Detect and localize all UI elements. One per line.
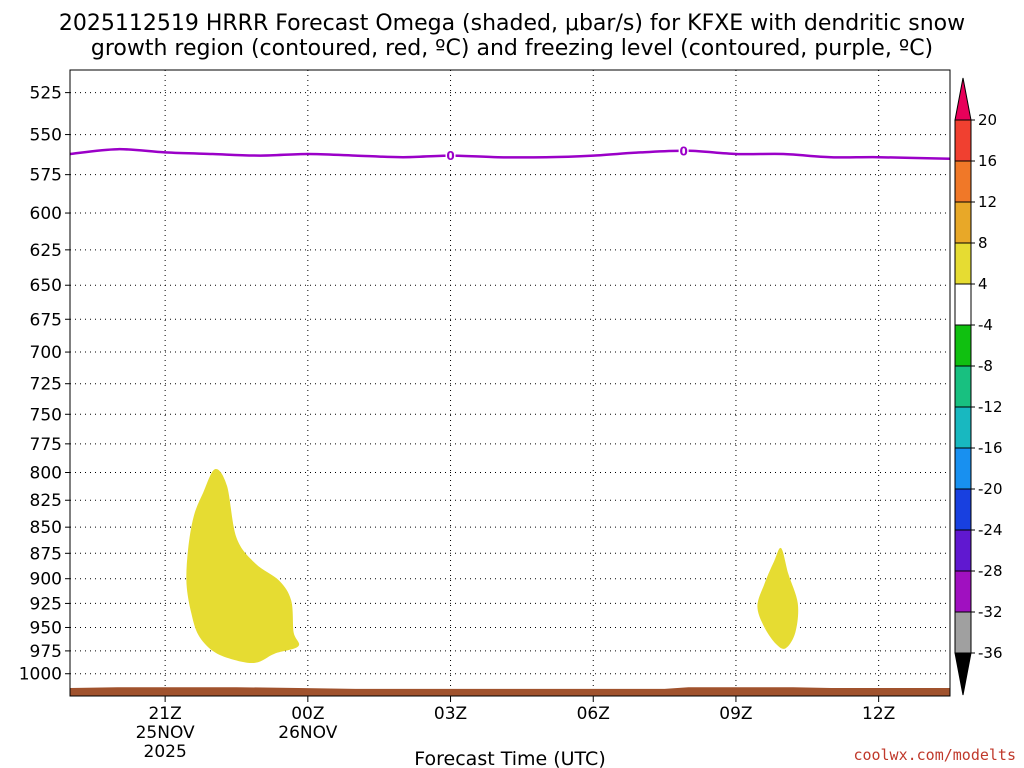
y-tick-label: 625 bbox=[30, 241, 62, 261]
x-tick-label: 25NOV bbox=[136, 723, 195, 743]
y-tick-label: 825 bbox=[30, 491, 62, 511]
colorbar-segment bbox=[954, 488, 972, 531]
colorbar-segment bbox=[954, 324, 972, 367]
colorbar-segment bbox=[954, 365, 972, 408]
watermark: coolwx.com/modelts bbox=[853, 746, 1016, 764]
y-tick-label: 900 bbox=[30, 570, 62, 590]
colorbar-tick-label: -36 bbox=[978, 644, 1003, 662]
freezing-level-label: 0 bbox=[446, 149, 454, 163]
y-tick-label: 875 bbox=[30, 544, 62, 564]
x-tick-label: 06Z bbox=[577, 704, 610, 724]
y-tick-label: 800 bbox=[30, 463, 62, 483]
chart-title-line2: growth region (contoured, red, ºC) and f… bbox=[91, 36, 933, 61]
colorbar-tick-label: 4 bbox=[978, 275, 988, 293]
plot-frame bbox=[69, 69, 951, 697]
y-tick-label: 575 bbox=[30, 166, 62, 186]
colorbar-tick-label: 20 bbox=[978, 111, 997, 129]
x-tick-label: 09Z bbox=[719, 704, 752, 724]
y-tick-label: 775 bbox=[30, 435, 62, 455]
freezing-level-line bbox=[69, 147, 951, 161]
colorbar-tick-label: -24 bbox=[978, 521, 1003, 539]
colorbar-segment bbox=[954, 406, 972, 449]
colorbar-segment bbox=[954, 529, 972, 572]
terrain-layer bbox=[70, 687, 950, 696]
x-tick-label: 12Z bbox=[862, 704, 895, 724]
x-axis-label: Forecast Time (UTC) bbox=[414, 748, 605, 768]
omega-region bbox=[757, 547, 799, 649]
omega-shading bbox=[186, 468, 799, 664]
colorbar-tick-label: 8 bbox=[978, 234, 988, 252]
colorbar-segment bbox=[954, 283, 972, 326]
x-tick-label: 2025 bbox=[144, 742, 187, 762]
freezing-label-bg bbox=[445, 148, 456, 163]
colorbar-segment bbox=[954, 201, 972, 244]
colorbar-segment bbox=[954, 119, 972, 162]
colorbar-top-arrow bbox=[954, 77, 972, 121]
colorbar-tick-label: -32 bbox=[978, 603, 1003, 621]
colorbar-segment bbox=[954, 611, 972, 654]
colorbar-tick-label: -20 bbox=[978, 480, 1003, 498]
colorbar-tick-label: -12 bbox=[978, 398, 1003, 416]
terrain-band bbox=[70, 687, 950, 696]
y-tick-label: 675 bbox=[30, 310, 62, 330]
y-tick-label: 600 bbox=[30, 204, 62, 224]
freezing-level-label: 0 bbox=[679, 144, 687, 158]
y-tick-label: 850 bbox=[30, 518, 62, 538]
x-tick-label: 21Z bbox=[148, 704, 181, 724]
colorbar-segment bbox=[954, 447, 972, 490]
colorbar-bottom-arrow bbox=[954, 652, 972, 696]
colorbar-segment bbox=[954, 160, 972, 203]
y-tick-label: 650 bbox=[30, 276, 62, 296]
y-tick-label: 525 bbox=[30, 84, 62, 104]
grid bbox=[70, 70, 950, 696]
chart-title-line1: 2025112519 HRRR Forecast Omega (shaded, … bbox=[59, 11, 965, 36]
y-tick-label: 550 bbox=[30, 126, 62, 146]
y-tick-label: 975 bbox=[30, 642, 62, 662]
y-tick-label: 1000 bbox=[19, 665, 62, 685]
y-tick-label: 725 bbox=[30, 375, 62, 395]
x-tick-label: 03Z bbox=[434, 704, 467, 724]
y-tick-label: 925 bbox=[30, 594, 62, 614]
colorbar-segment bbox=[954, 570, 972, 613]
y-tick-label: 700 bbox=[30, 343, 62, 363]
colorbar-tick-label: -16 bbox=[978, 439, 1003, 457]
colorbar-tick-label: 12 bbox=[978, 193, 997, 211]
x-tick-label: 26NOV bbox=[278, 723, 337, 743]
omega-region bbox=[186, 468, 300, 664]
colorbar-segment bbox=[954, 242, 972, 285]
y-tick-label: 750 bbox=[30, 405, 62, 425]
colorbar-tick-label: -4 bbox=[978, 316, 993, 334]
freezing-label-bg bbox=[678, 143, 689, 158]
colorbar-tick-label: 16 bbox=[978, 152, 997, 170]
x-tick-label: 00Z bbox=[291, 704, 324, 724]
colorbar: 20 16 12 8 4 -4 -8 -12 -16 -20 -24 -28 -32 -36 bbox=[954, 77, 1003, 696]
colorbar-tick-label: -8 bbox=[978, 357, 993, 375]
y-tick-label: 950 bbox=[30, 618, 62, 638]
colorbar-tick-label: -28 bbox=[978, 562, 1003, 580]
y-axis: 525 550 575 600 625 650 675 700 725 750 775 800 825 8… bbox=[19, 84, 70, 685]
